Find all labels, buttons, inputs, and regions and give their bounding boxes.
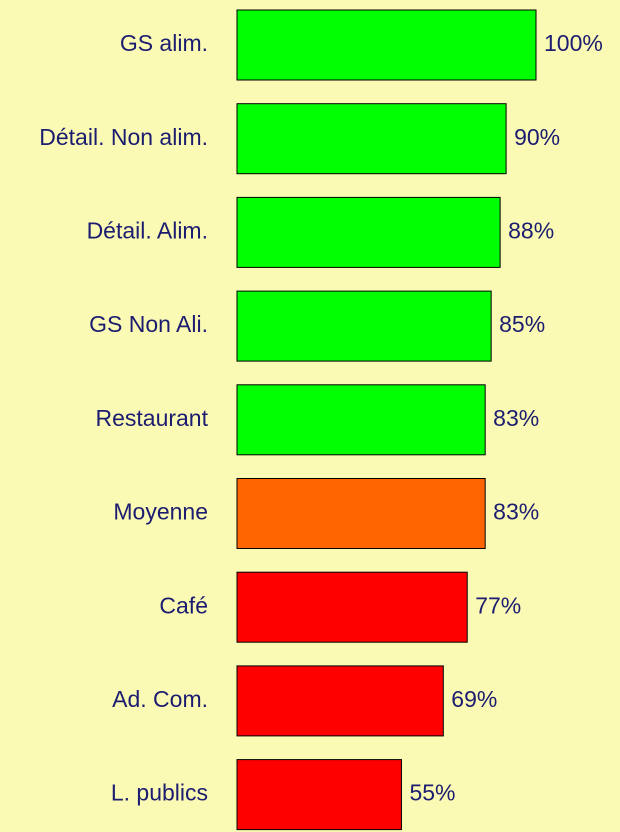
bar [236, 196, 501, 268]
category-label: Détail. Non alim. [39, 124, 208, 150]
value-label: 83% [493, 405, 539, 431]
category-label: GS alim. [120, 30, 208, 56]
category-label: GS Non Ali. [89, 311, 208, 337]
value-label: 100% [544, 30, 603, 56]
bar [236, 9, 537, 81]
category-label: Ad. Com. [112, 686, 208, 712]
value-label: 77% [475, 592, 521, 618]
bar [236, 759, 402, 831]
value-label: 85% [499, 311, 545, 337]
category-label: Restaurant [95, 405, 208, 431]
category-label: Café [159, 592, 208, 618]
bar [236, 478, 486, 549]
category-label: Détail. Alim. [87, 217, 208, 243]
bar [236, 665, 444, 737]
value-label: 83% [493, 499, 539, 525]
bar [236, 290, 492, 362]
category-label: L. publics [111, 780, 208, 806]
value-label: 69% [451, 686, 497, 712]
bar [236, 571, 468, 643]
value-label: 55% [409, 780, 455, 806]
value-label: 90% [514, 124, 560, 150]
bar [236, 103, 507, 175]
value-label: 88% [508, 217, 554, 243]
bar [236, 384, 486, 456]
category-label: Moyenne [113, 499, 208, 525]
